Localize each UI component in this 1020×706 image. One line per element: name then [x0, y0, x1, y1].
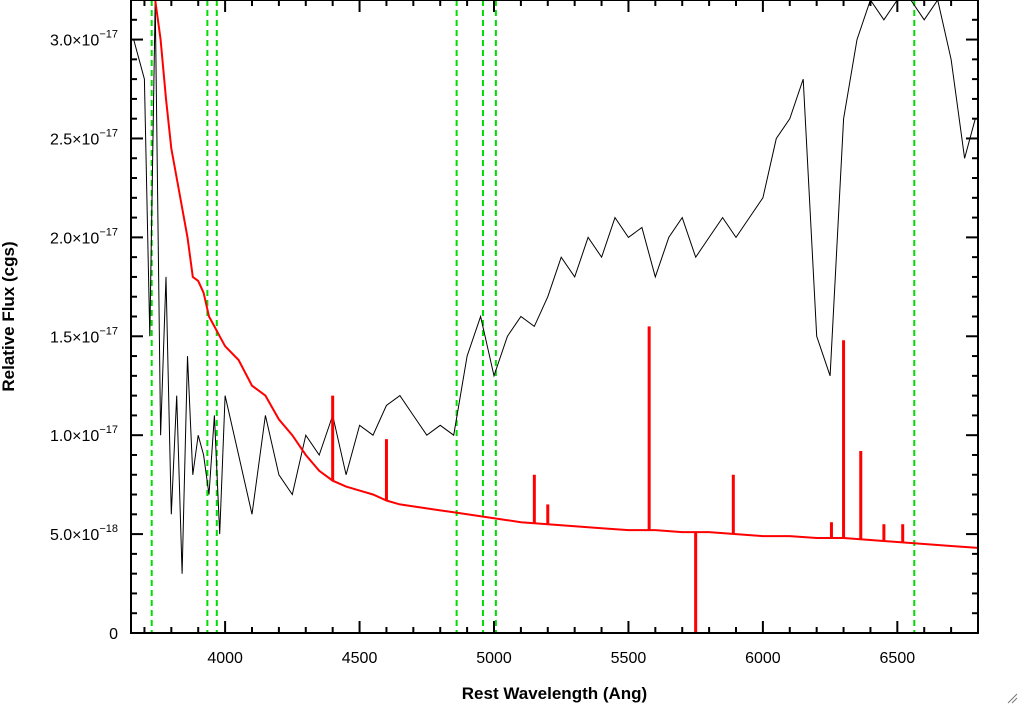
y-tick-label-2: 1.0×10−17 — [50, 424, 118, 445]
x-axis-label: Rest Wavelength (Ang) — [462, 684, 647, 703]
y-tick-label-0: 0 — [109, 626, 118, 643]
y-axis-label: Relative Flux (cgs) — [0, 241, 18, 391]
x-tick-label-4000: 4000 — [207, 650, 243, 667]
resize-grip-icon[interactable] — [1006, 692, 1018, 704]
observed-spectrum-line — [133, 0, 976, 574]
series-layer — [133, 0, 978, 574]
x-tick-label-4500: 4500 — [342, 650, 378, 667]
vertical-marker-lines — [150, 0, 916, 633]
y-tick-label-4: 2.0×10−17 — [50, 226, 118, 247]
y-axis-ticks: 0 5.0×10−18 1.0×10−17 1.5×10−17 2.0×10−17 2.5… — [50, 0, 978, 643]
y-tick-label-1: 5.0×10−18 — [50, 523, 118, 544]
x-tick-label-6500: 6500 — [880, 650, 916, 667]
y-tick-label-5: 2.5×10−17 — [50, 127, 118, 148]
x-tick-label-6000: 6000 — [745, 650, 781, 667]
x-axis-ticks: 4000 4500 5000 5500 6000 6500 — [143, 0, 979, 667]
x-tick-label-5000: 5000 — [476, 650, 512, 667]
y-tick-label-6: 3.0×10−17 — [50, 29, 118, 50]
y-tick-label-3: 1.5×10−17 — [50, 325, 118, 346]
x-tick-label-5500: 5500 — [611, 650, 647, 667]
model-spikes — [331, 326, 905, 633]
model-spectrum-line — [154, 0, 978, 549]
